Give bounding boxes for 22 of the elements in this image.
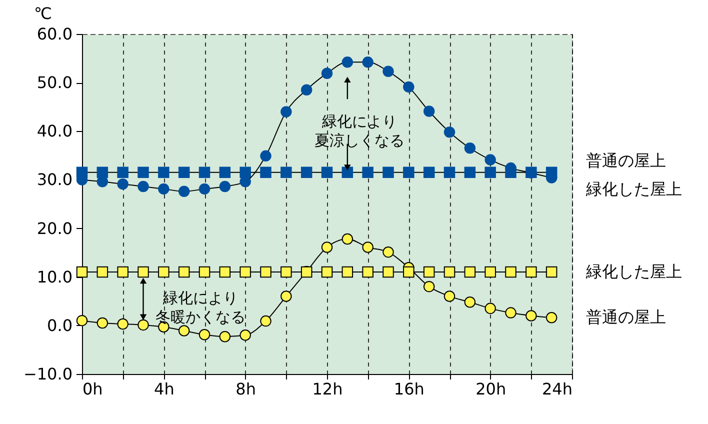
x-tick-label: 4h [154, 380, 174, 398]
x-tick-label: 12h [312, 380, 343, 398]
y-tick-label: 0.0 [47, 316, 72, 335]
x-tick-label: 0h [82, 380, 103, 398]
y-tick-label: 40.0 [36, 122, 72, 141]
annotation: 緑化により冬暖かくなる [155, 289, 246, 326]
series-label: 緑化した屋上 [585, 262, 682, 281]
y-tick-label: 60.0 [36, 24, 72, 44]
x-tick-label: 20h [476, 380, 506, 398]
y-tick-label: −10.0 [23, 364, 72, 384]
y-axis-title: ℃ [34, 4, 52, 23]
x-tick-label: 24h [542, 380, 572, 398]
annotation: 緑化により夏涼しくなる [314, 112, 405, 150]
x-tick-label: 8h [236, 380, 256, 398]
y-tick-label: 50.0 [36, 73, 72, 92]
y-tick-label: 10.0 [36, 267, 72, 286]
series-label: 普通の屋上 [586, 150, 666, 170]
series-label: 普通の屋上 [586, 308, 666, 327]
y-tick-label: 20.0 [36, 218, 72, 238]
y-tick-label: 30.0 [36, 170, 72, 190]
x-tick-label: 16h [394, 380, 424, 398]
series-label: 緑化した屋上 [585, 179, 682, 198]
